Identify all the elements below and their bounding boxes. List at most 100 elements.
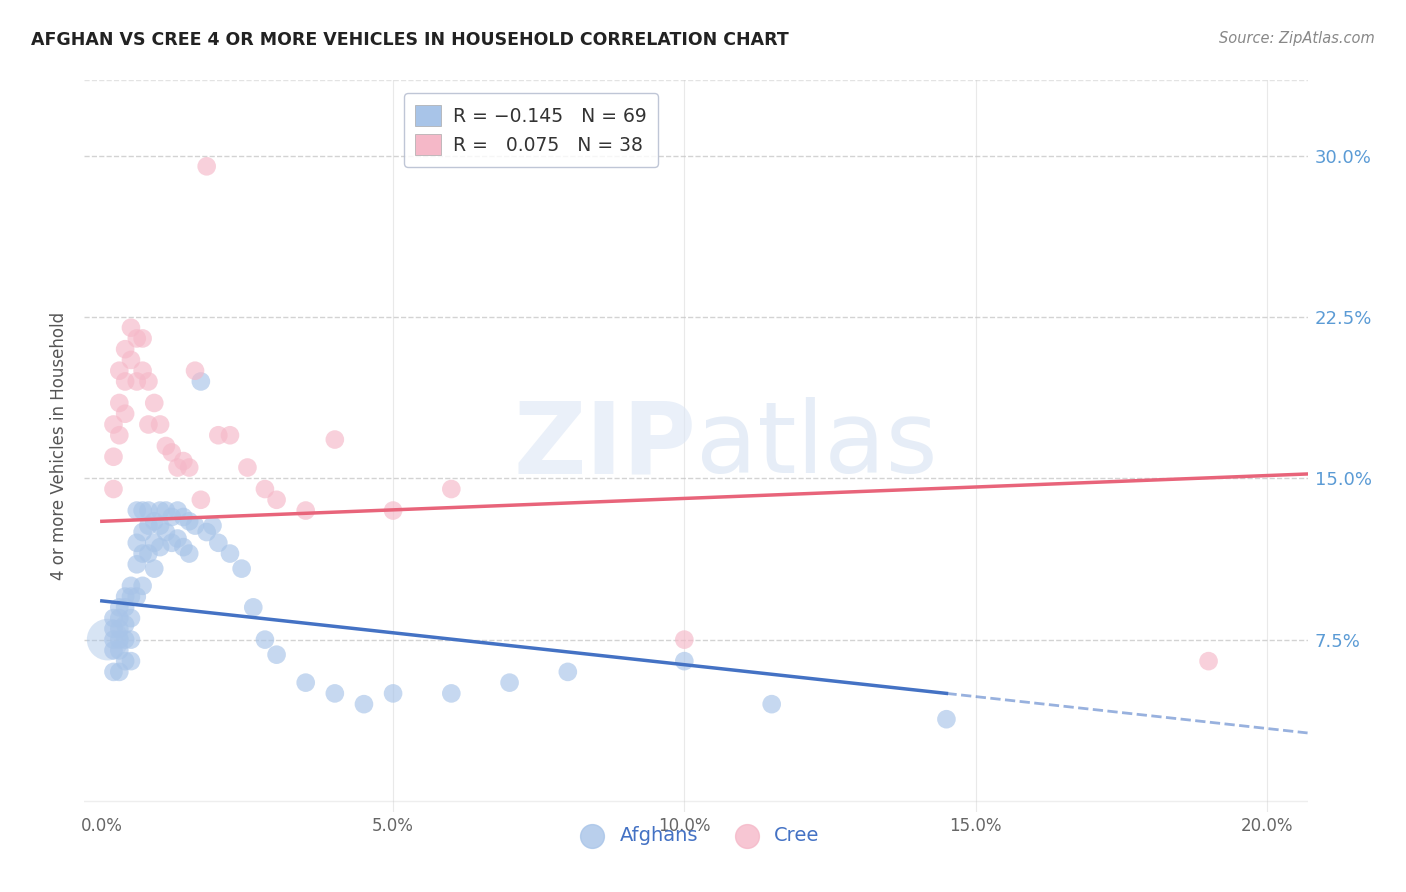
Point — [108, 364, 131, 378]
Point — [149, 417, 172, 432]
Point — [935, 712, 957, 726]
Point — [114, 590, 136, 604]
Point — [160, 510, 183, 524]
Point — [131, 364, 153, 378]
Point — [440, 686, 463, 700]
Point — [131, 503, 153, 517]
Point — [120, 353, 142, 368]
Point — [231, 561, 253, 575]
Point — [219, 428, 242, 442]
Point — [219, 547, 242, 561]
Point — [143, 514, 166, 528]
Point — [125, 375, 148, 389]
Point — [120, 320, 142, 334]
Point — [120, 654, 142, 668]
Point — [103, 417, 125, 432]
Point — [155, 439, 177, 453]
Point — [120, 579, 142, 593]
Point — [131, 524, 153, 539]
Point — [149, 540, 172, 554]
Point — [114, 632, 136, 647]
Point — [207, 536, 229, 550]
Point — [125, 536, 148, 550]
Point — [236, 460, 259, 475]
Point — [253, 482, 276, 496]
Point — [108, 600, 131, 615]
Point — [108, 428, 131, 442]
Point — [673, 632, 696, 647]
Point — [143, 561, 166, 575]
Point — [155, 524, 177, 539]
Point — [138, 518, 160, 533]
Point — [143, 536, 166, 550]
Point — [172, 454, 194, 468]
Point — [195, 524, 218, 539]
Point — [172, 540, 194, 554]
Legend: Afghans, Cree: Afghans, Cree — [565, 819, 827, 854]
Point — [1198, 654, 1220, 668]
Point — [179, 460, 201, 475]
Point — [440, 482, 463, 496]
Point — [207, 428, 229, 442]
Point — [108, 622, 131, 636]
Point — [160, 445, 183, 459]
Point — [103, 611, 125, 625]
Point — [166, 503, 188, 517]
Point — [143, 396, 166, 410]
Point — [242, 600, 264, 615]
Point — [103, 482, 125, 496]
Point — [323, 433, 346, 447]
Y-axis label: 4 or more Vehicles in Household: 4 or more Vehicles in Household — [51, 312, 69, 580]
Point — [114, 600, 136, 615]
Point — [353, 697, 375, 711]
Point — [108, 611, 131, 625]
Point — [114, 407, 136, 421]
Point — [125, 558, 148, 572]
Point — [114, 617, 136, 632]
Point — [138, 547, 160, 561]
Point — [103, 622, 125, 636]
Text: atlas: atlas — [696, 398, 938, 494]
Point — [179, 547, 201, 561]
Point — [138, 503, 160, 517]
Point — [131, 331, 153, 345]
Point — [253, 632, 276, 647]
Point — [166, 460, 188, 475]
Point — [149, 503, 172, 517]
Point — [125, 590, 148, 604]
Point — [108, 665, 131, 679]
Point — [190, 375, 212, 389]
Point — [201, 518, 224, 533]
Point — [294, 503, 316, 517]
Point — [195, 159, 218, 173]
Point — [125, 331, 148, 345]
Point — [166, 532, 188, 546]
Point — [120, 611, 142, 625]
Point — [266, 648, 288, 662]
Point — [498, 675, 520, 690]
Point — [97, 632, 120, 647]
Point — [138, 417, 160, 432]
Point — [160, 536, 183, 550]
Point — [114, 654, 136, 668]
Point — [108, 396, 131, 410]
Point — [120, 632, 142, 647]
Point — [103, 643, 125, 657]
Point — [108, 632, 131, 647]
Point — [114, 375, 136, 389]
Point — [184, 518, 207, 533]
Point — [323, 686, 346, 700]
Point — [184, 364, 207, 378]
Point — [103, 632, 125, 647]
Point — [120, 590, 142, 604]
Point — [138, 375, 160, 389]
Point — [155, 503, 177, 517]
Point — [179, 514, 201, 528]
Point — [149, 518, 172, 533]
Point — [103, 450, 125, 464]
Point — [673, 654, 696, 668]
Point — [190, 492, 212, 507]
Point — [131, 547, 153, 561]
Point — [131, 579, 153, 593]
Point — [108, 643, 131, 657]
